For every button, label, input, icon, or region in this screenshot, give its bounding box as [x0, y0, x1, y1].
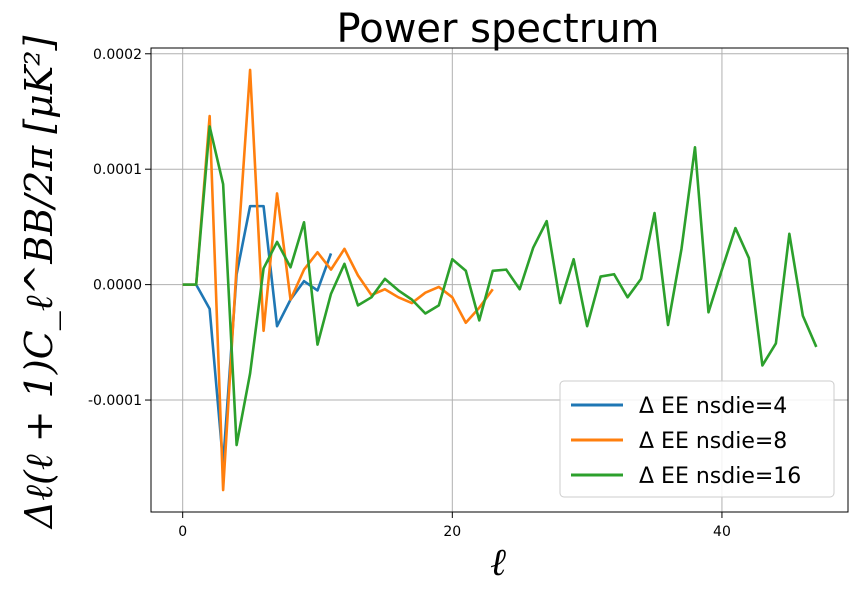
y-tick-label: -0.0001 [88, 393, 142, 409]
y-axis-label: Δℓ(ℓ + 1)C_ℓ^BB/2π [μK²] [17, 36, 62, 531]
x-tick-label: 0 [178, 524, 187, 540]
legend-frame [559, 380, 835, 498]
x-tick-label: 20 [443, 524, 461, 540]
y-tick-label: 0.0002 [93, 47, 142, 63]
chart-title: Power spectrum [337, 6, 660, 52]
series-line-1 [182, 204, 333, 465]
series-line-2 [182, 68, 494, 492]
plot-frame [150, 47, 849, 513]
legend-label-1: Δ EE nsdie=4 [639, 394, 787, 419]
series-lines [182, 68, 818, 492]
legend: Δ EE nsdie=4 Δ EE nsdie=8 Δ EE nsdie=16 [559, 380, 835, 498]
legend-label-2: Δ EE nsdie=8 [639, 429, 787, 454]
x-tick-label: 40 [713, 524, 731, 540]
x-axis-label: ℓ [490, 540, 506, 584]
legend-label-3: Δ EE nsdie=16 [639, 464, 801, 489]
y-tick-label: 0.0001 [93, 162, 142, 178]
axis-ticks: 0 20 40 0.0002 0.0001 0.0000 -0.0001 [88, 47, 731, 540]
series-line-3 [182, 125, 818, 447]
y-tick-label: 0.0000 [93, 278, 142, 294]
